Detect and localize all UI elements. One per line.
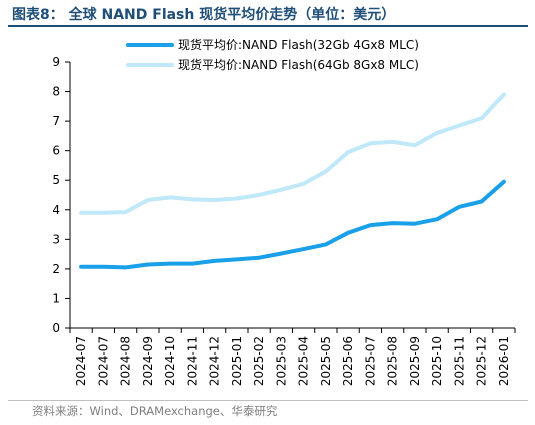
y-tick-label: 2 — [52, 262, 60, 276]
chart-axes: 0 1 2 3 4 5 6 7 8 9 2024-07 2024-07 2024-08 2024-09 20… — [52, 55, 516, 386]
y-tick-label: 7 — [52, 114, 60, 128]
source-divider — [8, 400, 528, 401]
x-tick-label: 2025-05 — [319, 336, 333, 386]
y-tick-label: 9 — [52, 55, 60, 69]
y-tick-label: 0 — [52, 321, 60, 335]
x-tick-label: 2025-08 — [386, 336, 400, 386]
x-tick-label: 2025-10 — [430, 336, 444, 386]
chart-series — [79, 92, 506, 270]
y-tick-label: 4 — [52, 203, 60, 217]
x-tick-label: 2024-07 — [96, 336, 110, 386]
series-line-2 — [79, 92, 506, 215]
x-tick-label: 2024-10 — [163, 336, 177, 386]
x-tick-label: 2025-09 — [408, 336, 422, 386]
x-tick-label: 2025-07 — [363, 336, 377, 386]
x-tick-label: 2025-06 — [341, 336, 355, 386]
x-tick-label: 2025-01 — [230, 336, 244, 386]
title-divider — [8, 25, 528, 27]
y-tick-label: 8 — [52, 85, 60, 99]
series-line-1 — [79, 179, 506, 270]
x-tick-label: 2026-01 — [497, 336, 511, 386]
y-tick-label: 1 — [52, 291, 60, 305]
chart-legend: 现货平均价:NAND Flash(32Gb 4Gx8 MLC) 现货平均价:NAN… — [126, 37, 419, 72]
x-tick-label: 2024-12 — [208, 336, 222, 386]
source-note: 资料来源：Wind、DRAMexchange、华泰研究 — [32, 404, 278, 418]
x-tick-label: 2024-09 — [141, 336, 155, 386]
x-tick-label: 2025-02 — [252, 336, 266, 386]
x-tick-label: 2025-11 — [452, 336, 466, 386]
x-tick-label: 2024-08 — [119, 336, 133, 386]
legend-label-2: 现货平均价:NAND Flash(64Gb 8Gx8 MLC) — [178, 57, 419, 72]
x-tick-label: 2024-07 — [74, 336, 88, 386]
x-tick-label: 2025-03 — [274, 336, 288, 386]
x-tick-label: 2024-11 — [185, 336, 199, 386]
legend-label-1: 现货平均价:NAND Flash(32Gb 4Gx8 MLC) — [178, 37, 419, 52]
y-tick-label: 3 — [52, 232, 60, 246]
x-tick-label: 2025-12 — [475, 336, 489, 386]
x-tick-label: 2025-04 — [297, 336, 311, 386]
figure-title: 图表8： 全球 NAND Flash 现货平均价走势（单位：美元） — [12, 7, 396, 23]
y-tick-label: 6 — [52, 144, 60, 158]
y-tick-label: 5 — [52, 173, 60, 187]
